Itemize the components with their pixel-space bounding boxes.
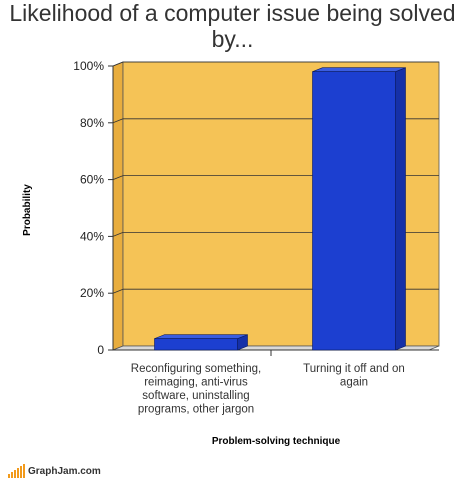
gridline-side	[112, 118, 124, 124]
bar	[312, 71, 396, 351]
bar-side	[395, 67, 406, 351]
bar-top	[312, 67, 406, 72]
chart-title: Likelihood of a computer issue being sol…	[9, 0, 456, 52]
x-axis-label: Problem-solving technique	[212, 436, 341, 447]
y-tick-label: 100%	[73, 59, 104, 73]
gridline-side	[112, 175, 124, 180]
y-tick-label: 40%	[80, 229, 104, 243]
watermark: GraphJam.com	[8, 462, 101, 478]
plot-area: 0 20% 40% 60% 80% 100% Reconfiguring something…	[73, 59, 440, 416]
y-tick-label: 0	[97, 343, 104, 357]
gridline-side	[112, 61, 124, 67]
y-tick-label: 20%	[80, 286, 104, 300]
y-axis-label: Probability	[22, 184, 33, 236]
watermark-text: GraphJam.com	[28, 466, 101, 477]
x-tick-label: Reconfiguring something, reimaging, anti-…	[131, 363, 261, 416]
watermark-logo-icon	[8, 464, 25, 478]
bar-top	[154, 334, 248, 339]
y-tick-label: 80%	[80, 116, 104, 130]
y-tick-label: 60%	[80, 173, 104, 187]
x-tick-label: Turning it off and on again	[303, 363, 405, 389]
bar	[154, 338, 238, 351]
plot-side-wall	[112, 61, 124, 351]
gridline-side	[112, 232, 124, 237]
gridline-side	[112, 288, 124, 294]
